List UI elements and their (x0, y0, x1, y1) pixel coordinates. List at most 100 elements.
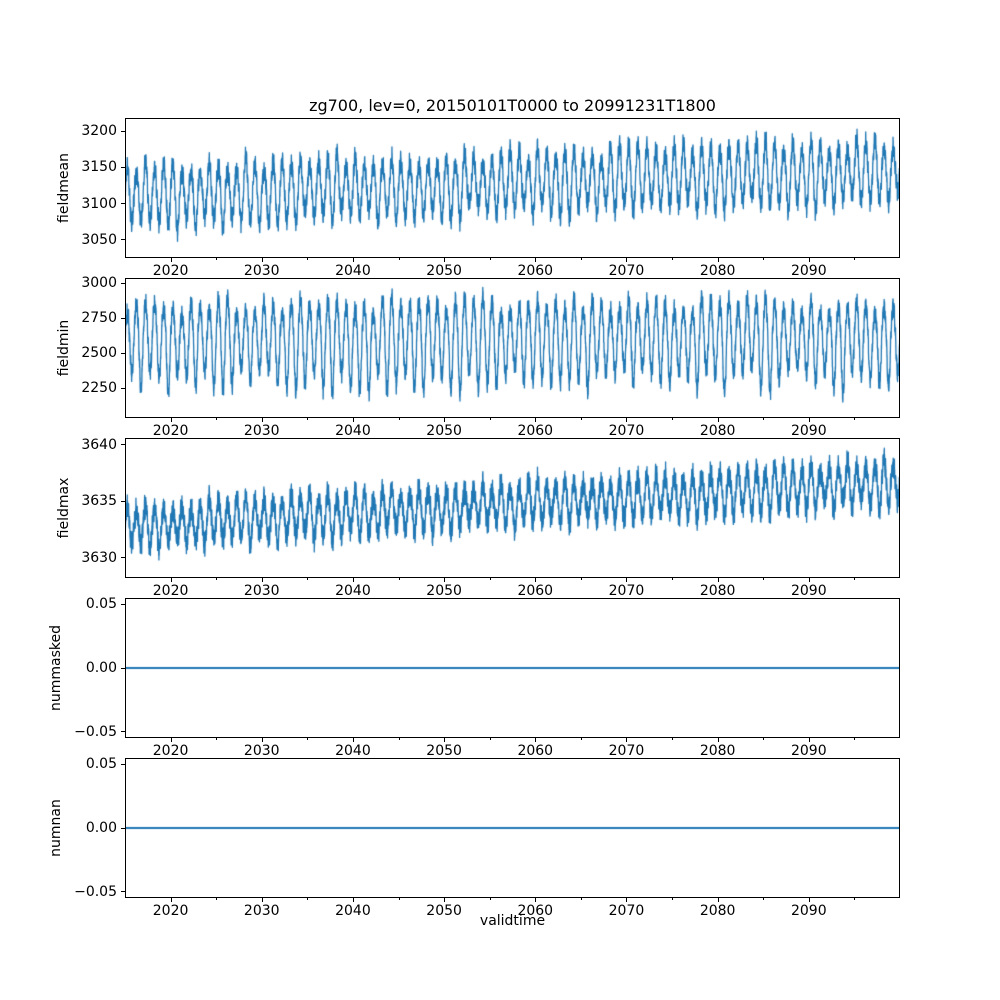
x-major-tick (261, 738, 263, 742)
x-tick-label: 2040 (335, 743, 371, 759)
x-major-tick (535, 578, 537, 582)
x-major-tick (444, 578, 446, 582)
x-minor-tick (672, 898, 674, 900)
x-major-tick (352, 578, 354, 582)
x-major-tick (626, 898, 628, 902)
x-minor-tick (854, 898, 856, 900)
x-minor-tick (489, 418, 491, 420)
y-major-tick (121, 731, 125, 733)
x-tick-label: 2040 (335, 583, 371, 599)
x-tick-label: 2090 (790, 583, 827, 599)
x-tick-label: 2050 (426, 743, 462, 759)
x-minor-tick (307, 738, 309, 740)
x-minor-tick (489, 898, 491, 900)
x-major-tick (170, 738, 172, 742)
x-minor-tick (672, 418, 674, 420)
x-minor-tick (216, 578, 218, 580)
x-minor-tick (763, 578, 765, 580)
x-minor-tick (672, 738, 674, 740)
x-tick-label: 2080 (699, 903, 736, 919)
x-tick-label: 2070 (608, 583, 645, 599)
x-minor-tick (763, 738, 765, 740)
x-tick-label: 2070 (608, 423, 645, 439)
x-major-tick (352, 418, 354, 422)
y-tick-label: −0.05 (74, 723, 117, 740)
subplot-numnan: numnan −0.05 0.00 0.05 2020 2030 2040 2050 2060… (0, 756, 1000, 919)
y-major-tick (121, 282, 125, 284)
x-minor-tick (489, 258, 491, 260)
x-tick-label: 2050 (426, 903, 462, 919)
plot-area-fieldmean (125, 118, 900, 258)
y-tick-label: 3630 (81, 549, 117, 566)
y-major-tick (121, 239, 125, 241)
y-tick-label: 2500 (81, 345, 117, 362)
x-tick-label: 2090 (790, 743, 827, 759)
x-tick-label: 2060 (517, 263, 554, 279)
y-major-tick (121, 317, 125, 319)
x-tick-label: 2060 (517, 743, 554, 759)
x-tick-label: 2080 (699, 423, 736, 439)
y-major-tick (121, 763, 125, 765)
subplot-fieldmean: fieldmean 3050 3100 3150 3200 2020 2030 2040 20… (0, 118, 1000, 279)
x-minor-tick (489, 578, 491, 580)
x-minor-tick (216, 418, 218, 420)
x-minor-tick (672, 578, 674, 580)
plot-area-nummasked (125, 598, 900, 738)
x-minor-tick (216, 258, 218, 260)
x-major-tick (808, 898, 810, 902)
x-major-tick (444, 418, 446, 422)
x-minor-tick (854, 578, 856, 580)
x-minor-tick (580, 578, 582, 580)
x-minor-tick (216, 738, 218, 740)
x-tick-label: 2020 (152, 903, 189, 919)
x-major-tick (444, 738, 446, 742)
x-tick-label: 2090 (790, 903, 827, 919)
x-minor-tick (307, 418, 309, 420)
x-tick-label: 2070 (608, 903, 645, 919)
y-tick-label: 3635 (81, 493, 117, 510)
x-major-tick (626, 418, 628, 422)
x-axis-title: validtime (479, 913, 546, 929)
x-tick-label: 2030 (243, 263, 280, 279)
y-tick-label: 3100 (81, 195, 117, 212)
y-major-tick (121, 203, 125, 205)
figure-title: zg700, lev=0, 20150101T0000 to 20991231T… (309, 96, 716, 115)
x-major-tick (444, 258, 446, 262)
x-tick-label: 2040 (335, 423, 371, 439)
y-tick-label: 0.05 (85, 756, 117, 773)
x-tick-label: 2070 (608, 263, 645, 279)
x-minor-tick (580, 418, 582, 420)
x-tick-label: 2040 (335, 263, 371, 279)
x-minor-tick (398, 258, 400, 260)
x-major-tick (717, 418, 719, 422)
x-tick-label: 2030 (243, 583, 280, 599)
x-major-tick (808, 418, 810, 422)
x-major-tick (808, 258, 810, 262)
subplot-nummasked: nummasked −0.05 0.00 0.05 2020 2030 2040 2050 2… (0, 596, 1000, 759)
x-minor-tick (307, 258, 309, 260)
y-major-tick (121, 557, 125, 559)
x-major-tick (352, 738, 354, 742)
x-major-tick (626, 258, 628, 262)
x-tick-label: 2020 (152, 263, 189, 279)
x-major-tick (261, 258, 263, 262)
x-major-tick (170, 418, 172, 422)
x-minor-tick (580, 258, 582, 260)
x-major-tick (352, 898, 354, 902)
y-major-tick (121, 444, 125, 446)
x-minor-tick (672, 258, 674, 260)
x-major-tick (444, 898, 446, 902)
x-tick-label: 2020 (152, 583, 189, 599)
x-major-tick (717, 898, 719, 902)
x-tick-label: 2080 (699, 263, 736, 279)
x-minor-tick (398, 738, 400, 740)
x-major-tick (535, 738, 537, 742)
x-tick-label: 2020 (152, 743, 189, 759)
x-tick-label: 2040 (335, 903, 371, 919)
y-major-tick (121, 500, 125, 502)
x-tick-label: 2050 (426, 583, 462, 599)
x-minor-tick (398, 418, 400, 420)
x-tick-label: 2090 (790, 263, 827, 279)
x-tick-label: 2050 (426, 263, 462, 279)
x-tick-label: 2050 (426, 423, 462, 439)
